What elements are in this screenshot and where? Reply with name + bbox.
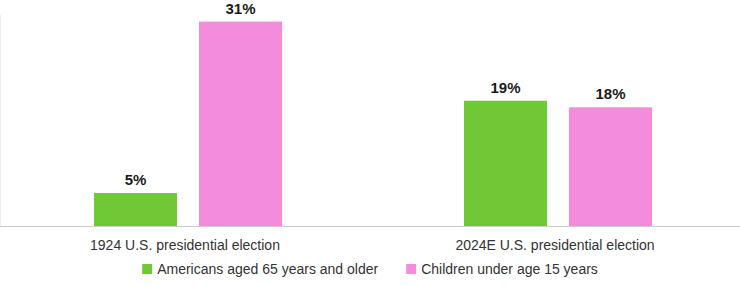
legend: Americans aged 65 years and older Childre… bbox=[142, 261, 598, 277]
bar bbox=[569, 107, 652, 226]
data-label: 5% bbox=[125, 171, 147, 188]
bars bbox=[94, 22, 652, 226]
chart-svg: 5% 19% 31% 18% 1924 U.S. presidential electi… bbox=[0, 0, 740, 286]
chart-container: 5% 19% 31% 18% 1924 U.S. presidential electi… bbox=[0, 0, 740, 286]
bar bbox=[199, 22, 282, 226]
legend-swatch bbox=[406, 264, 416, 274]
data-label: 31% bbox=[225, 0, 255, 17]
bar bbox=[94, 193, 177, 226]
data-labels: 5% 19% 31% 18% bbox=[125, 0, 626, 188]
data-label: 19% bbox=[490, 79, 520, 96]
x-tick-label: 2024E U.S. presidential election bbox=[455, 237, 654, 253]
legend-swatch bbox=[142, 264, 152, 274]
legend-label: Children under age 15 years bbox=[421, 261, 598, 277]
legend-item: Americans aged 65 years and older bbox=[142, 261, 378, 277]
y-axis-line bbox=[0, 15, 1, 226]
legend-item: Children under age 15 years bbox=[406, 261, 598, 277]
x-axis-line bbox=[0, 226, 740, 227]
bar bbox=[464, 101, 547, 226]
data-label: 18% bbox=[595, 85, 625, 102]
x-tick-label: 1924 U.S. presidential election bbox=[90, 237, 280, 253]
legend-label: Americans aged 65 years and older bbox=[157, 261, 378, 277]
